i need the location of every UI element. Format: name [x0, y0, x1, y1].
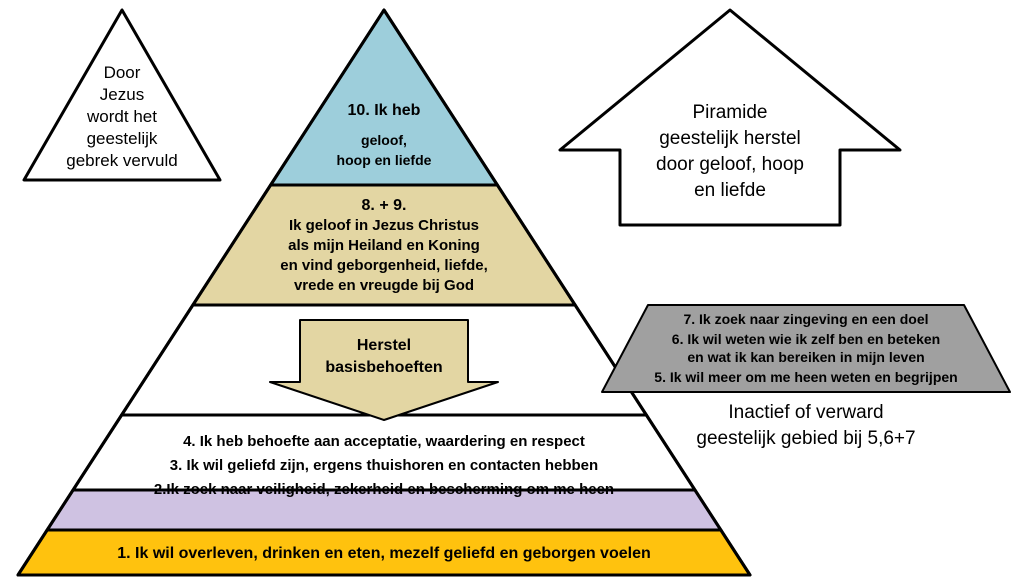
gray-caption-line-0: Inactief of verward — [728, 402, 883, 423]
gray-trap-line-3: 5. Ik wil meer om me heen weten en begri… — [654, 369, 957, 385]
left-tri-line-0: Door — [104, 63, 141, 82]
right-arrow-line-0: Piramide — [693, 102, 768, 123]
left-tri-line-3: geestelijk — [87, 129, 158, 148]
level-second-text-line-3: vrede en vreugde bij God — [294, 277, 474, 294]
level-fourth-text-line-2: 2.Ik zoek naar veiligheid, zekerheid en … — [154, 481, 614, 498]
left-tri-line-1: Jezus — [100, 85, 144, 104]
right-arrow-line-3: en liefde — [694, 180, 766, 201]
level-second-text-title: 8. + 9. — [362, 197, 407, 214]
pyramid-band-3 — [73, 415, 695, 490]
right-arrow-line-2: door geloof, hoop — [656, 154, 804, 175]
pyramid-level-2-3-4-text: 4. Ik heb behoefte aan acceptatie, waard… — [154, 433, 614, 498]
herstel-label-line-1: basisbehoeften — [325, 359, 442, 376]
right-arrow-line-1: geestelijk herstel — [659, 128, 801, 149]
pyramid-diagram: Herstel basisbehoeften Door Jezus wordt het… — [0, 0, 1024, 583]
level-fourth-text-line-1: 3. Ik wil geliefd zijn, ergens thuishore… — [170, 457, 598, 474]
level-top-text-title: 10. Ik heb — [348, 102, 421, 119]
diagram-stage: { "canvas": { "width": 1024, "height": 5… — [0, 0, 1024, 583]
level-second-text-line-2: en vind geborgenheid, liefde, — [280, 257, 488, 274]
level-top-text-line-0: geloof, — [361, 132, 407, 148]
level-bottom-text-line: 1. Ik wil overleven, drinken en eten, me… — [117, 545, 651, 562]
left-tri-line-2: wordt het — [86, 107, 157, 126]
gray-trap-line-1: 6. Ik wil weten wie ik zelf ben en betek… — [672, 331, 940, 347]
gray-caption-text: Inactief of verward geestelijk gebied bij… — [696, 402, 915, 449]
herstel-label-line-0: Herstel — [357, 337, 411, 354]
gray-trap-line-2: en wat ik kan bereiken in mijn leven — [687, 349, 924, 365]
gray-trap-line-0: 7. Ik zoek naar zingeving en een doel — [683, 311, 928, 327]
gray-caption-line-1: geestelijk gebied bij 5,6+7 — [696, 428, 915, 449]
left-tri-line-4: gebrek vervuld — [66, 151, 178, 170]
level-top-text-line-1: hoop en liefde — [337, 152, 432, 168]
level-second-text-line-0: Ik geloof in Jezus Christus — [289, 217, 479, 234]
pyramid-level-1-text: 1. Ik wil overleven, drinken en eten, me… — [117, 545, 651, 562]
level-fourth-text-line-0: 4. Ik heb behoefte aan acceptatie, waard… — [183, 433, 585, 450]
level-second-text-line-1: als mijn Heiland en Koning — [288, 237, 480, 254]
